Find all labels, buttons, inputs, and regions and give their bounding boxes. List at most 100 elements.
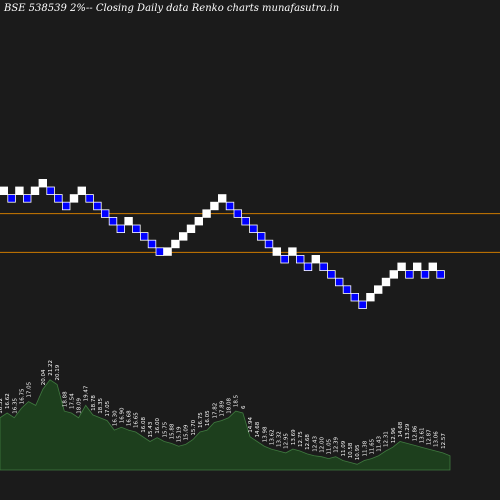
renko-brick-down	[233, 209, 242, 218]
volume-label: 12.43	[312, 436, 318, 452]
renko-brick-down	[155, 247, 164, 256]
renko-brick-down	[62, 201, 71, 211]
renko-brick-up	[366, 292, 375, 302]
volume-label: 16.65	[134, 412, 140, 428]
renko-brick-up	[77, 186, 86, 195]
renko-brick-down	[342, 285, 352, 294]
renko-brick-down	[436, 270, 445, 279]
renko-brick-down	[280, 254, 289, 264]
volume-area-group	[0, 379, 451, 471]
renko-brick-up	[0, 186, 8, 195]
volume-label: 12.87	[427, 429, 433, 445]
renko-brick-down	[85, 194, 94, 203]
renko-brick-down	[249, 224, 258, 233]
renko-brick-down	[358, 300, 367, 309]
volume-label: 15.70	[191, 419, 197, 435]
volume-label: 16.35	[12, 398, 18, 414]
renko-brick-down	[7, 194, 16, 203]
volume-label: 10.58	[348, 442, 354, 458]
renko-brick-up	[178, 232, 188, 241]
volume-label: 12.96	[391, 427, 397, 443]
renko-brick-up	[194, 216, 203, 226]
volume-label: 15.43	[148, 421, 154, 437]
volume-label: 15.19	[177, 426, 183, 442]
volume-label: 16.30	[112, 410, 118, 426]
volume-label: 12.57	[441, 433, 447, 449]
volume-label: 12.86	[412, 425, 418, 441]
volume-label: 12.31	[384, 431, 390, 447]
renko-brick-up	[288, 247, 297, 256]
renko-brick-down	[319, 262, 328, 271]
volume-label: 14.68	[398, 421, 404, 437]
reference-lines-group	[0, 213, 500, 253]
volume-label: 18.5	[234, 394, 240, 407]
volume-label: 20.04	[41, 369, 47, 385]
renko-brick-up	[124, 216, 133, 226]
renko-brick-up	[412, 262, 422, 271]
volume-label: 11.38	[362, 440, 368, 456]
renko-brick-up	[373, 285, 383, 294]
renko-brick-up	[272, 247, 281, 256]
volume-label: 13.61	[419, 427, 425, 443]
volume-label: 15.09	[184, 424, 190, 440]
volume-label: 18.88	[62, 391, 68, 407]
volume-label: 12.95	[284, 433, 290, 449]
volume-label: 13.69	[291, 429, 297, 445]
volume-label: 16.75	[198, 412, 204, 428]
renko-brick-down	[46, 186, 55, 195]
volume-label: 19.47	[84, 385, 90, 401]
renko-brick-down	[116, 224, 125, 233]
renko-brick-up	[397, 262, 406, 271]
volume-label: 13.32	[277, 431, 283, 447]
renko-brick-up	[30, 186, 40, 195]
renko-brick-down	[405, 270, 414, 279]
renko-brick-down	[225, 201, 235, 211]
renko-brick-down	[241, 216, 250, 226]
volume-label: 16.32	[0, 398, 4, 414]
volume-label: 18.78	[91, 395, 97, 411]
volume-label: 13.98	[262, 426, 268, 442]
renko-brick-down	[350, 292, 359, 302]
volume-label: 6	[241, 405, 247, 409]
renko-brick-down	[101, 209, 110, 218]
volume-label: 13.62	[269, 429, 275, 445]
renko-brick-down	[93, 201, 102, 211]
volume-label: 12.75	[298, 431, 304, 447]
renko-brick-down	[264, 239, 274, 249]
volume-label: 14.68	[255, 421, 261, 437]
volume-label: 16.05	[205, 410, 211, 426]
volume-label: 16.00	[155, 417, 161, 433]
renko-brick-up	[311, 254, 320, 264]
renko-brick-up	[69, 194, 79, 203]
volume-label: 17.05	[27, 381, 33, 397]
volume-label: 21.22	[48, 360, 54, 376]
renko-brick-up	[186, 224, 196, 233]
volume-area	[0, 379, 451, 471]
renko-brick-down	[54, 194, 63, 203]
volume-label: 13.06	[434, 431, 440, 447]
renko-brick-down	[256, 232, 266, 241]
renko-brick-down	[139, 232, 149, 241]
volume-label: 12.68	[305, 434, 311, 450]
renko-brick-down	[22, 194, 32, 203]
volume-label: 16.75	[19, 388, 25, 404]
renko-brick-down	[420, 270, 430, 279]
renko-brick-down	[295, 254, 305, 264]
volume-label: 17.54	[69, 393, 75, 409]
renko-brick-down	[147, 239, 157, 249]
renko-brick-down	[334, 277, 344, 287]
renko-brick-up	[163, 247, 172, 256]
volume-label: 15.75	[162, 421, 168, 437]
volume-label: 15.88	[169, 423, 175, 439]
renko-brick-up	[210, 201, 219, 211]
volume-label: 18.09	[77, 398, 83, 414]
renko-brick-up	[389, 270, 398, 279]
renko-brick-up	[217, 194, 227, 203]
renko-brick-down	[303, 262, 313, 271]
volume-label: 16.08	[141, 417, 147, 433]
renko-brick-up	[381, 277, 391, 287]
volume-label: 12.39	[334, 436, 340, 452]
